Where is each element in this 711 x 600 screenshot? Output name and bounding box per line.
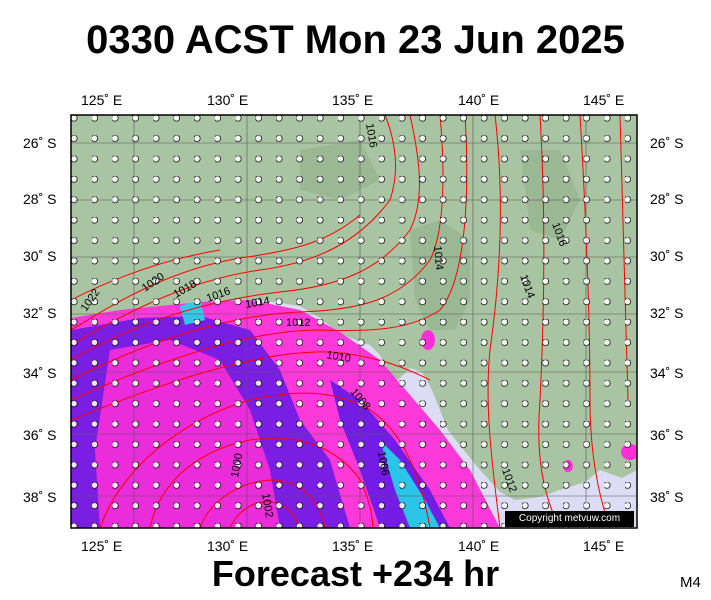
isobar-labels: 1022 1020 1018 1016 1014 1012 1010 1008 … xyxy=(79,122,569,518)
wind-station-grid xyxy=(71,115,637,528)
lat-label: 38˚ S xyxy=(23,489,57,505)
lat-label: 36˚ S xyxy=(23,427,57,443)
isobar-label: 1010 xyxy=(325,349,351,365)
lat-label: 26˚ S xyxy=(23,135,57,151)
isobar-label: 1000 xyxy=(229,452,245,478)
lat-label: 34˚ S xyxy=(23,365,57,381)
map-frame xyxy=(70,114,638,529)
lat-label: 38˚ S xyxy=(650,489,684,505)
lon-label: 140˚ E xyxy=(458,92,500,108)
lat-label: 30˚ S xyxy=(650,248,684,264)
lat-label: 36˚ S xyxy=(650,427,684,443)
isobar-label: 1016 xyxy=(363,122,379,148)
lon-label: 135˚ E xyxy=(332,538,374,554)
isobar-label: 1014 xyxy=(244,295,270,311)
lon-label: 125˚ E xyxy=(81,538,123,554)
lat-label: 34˚ S xyxy=(650,365,684,381)
isobar-label: 1014 xyxy=(431,245,445,270)
model-tag: M4 xyxy=(680,574,701,591)
lat-label: 26˚ S xyxy=(650,135,684,151)
lat-label: 32˚ S xyxy=(23,305,57,321)
isobar-label: 1002 xyxy=(259,492,275,518)
lon-label: 130˚ E xyxy=(207,92,249,108)
lat-label: 28˚ S xyxy=(23,191,57,207)
lat-label: 28˚ S xyxy=(650,191,684,207)
forecast-hour: Forecast +234 hr xyxy=(211,553,500,594)
isobar-label: 1006 xyxy=(375,450,391,476)
lat-label: 32˚ S xyxy=(650,305,684,321)
lon-label: 145˚ E xyxy=(583,92,625,108)
lon-label: 135˚ E xyxy=(332,92,374,108)
lat-label: 30˚ S xyxy=(23,248,57,264)
lon-label: 140˚ E xyxy=(458,538,500,554)
lon-label: 130˚ E xyxy=(207,538,249,554)
isobar-label: 1012 xyxy=(286,317,310,329)
copyright-notice: Copyright metvuw.com xyxy=(505,511,634,527)
lon-label: 125˚ E xyxy=(81,92,123,108)
lon-label: 145˚ E xyxy=(583,538,625,554)
forecast-title: 0330 ACST Mon 23 Jun 2025 xyxy=(86,18,625,62)
